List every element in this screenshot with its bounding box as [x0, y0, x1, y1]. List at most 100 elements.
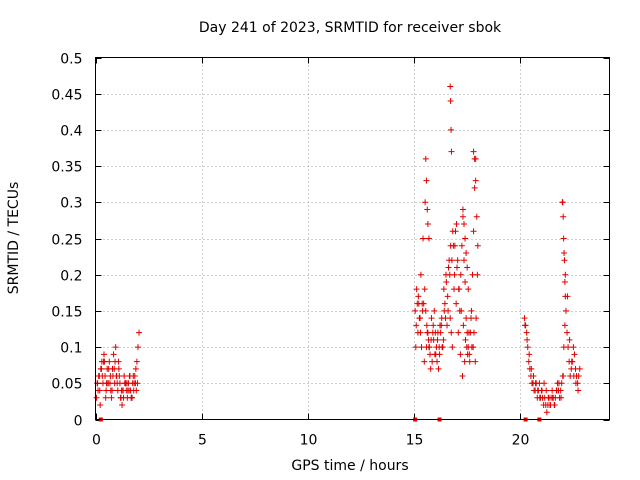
data-point — [576, 365, 583, 372]
data-point — [98, 365, 105, 372]
data-point — [414, 329, 421, 336]
data-point — [465, 329, 472, 336]
data-point — [564, 329, 571, 336]
data-point — [468, 307, 475, 314]
data-point — [462, 235, 469, 242]
data-point — [453, 221, 460, 228]
data-point — [521, 322, 528, 329]
data-point — [113, 373, 120, 380]
data-point — [413, 286, 420, 293]
data-point — [443, 278, 450, 285]
data-point — [471, 155, 478, 162]
y-tick-label: 0.45 — [51, 88, 82, 104]
data-point — [442, 315, 449, 322]
data-point — [133, 387, 140, 394]
data-point — [97, 402, 104, 409]
data-point — [468, 315, 475, 322]
data-point — [451, 242, 458, 249]
data-point — [95, 387, 102, 394]
data-point — [434, 358, 441, 365]
data-point — [521, 315, 528, 322]
data-point — [457, 351, 464, 358]
data-point — [110, 351, 117, 358]
data-point — [560, 235, 567, 242]
data-point — [562, 307, 569, 314]
data-point — [553, 387, 560, 394]
data-point — [437, 322, 444, 329]
data-point — [424, 221, 431, 228]
data-point — [526, 351, 533, 358]
data-point — [412, 344, 419, 351]
data-point — [451, 286, 458, 293]
data-point — [421, 358, 428, 365]
data-point — [459, 373, 466, 380]
data-point — [108, 394, 115, 401]
data-point — [466, 358, 473, 365]
x-tick-label: 10 — [300, 433, 318, 449]
data-point — [449, 228, 456, 235]
data-point — [464, 264, 471, 271]
data-point — [463, 249, 470, 256]
grid-lines — [95, 57, 610, 420]
tick-labels: 0 0.05 0.1 0.15 0.2 0.25 0.3 0.35 0.4 0.45 0.5 0 5 10… — [51, 52, 529, 449]
data-point — [448, 257, 455, 264]
data-point — [523, 329, 530, 336]
data-point — [422, 155, 429, 162]
data-point — [444, 322, 451, 329]
data-point — [132, 365, 139, 372]
data-point — [453, 264, 460, 271]
data-point — [412, 307, 419, 314]
data-point — [462, 278, 469, 285]
y-tick-label: 0.35 — [51, 160, 82, 176]
data-point — [461, 358, 468, 365]
data-point — [558, 394, 565, 401]
data-point — [541, 380, 548, 387]
data-point — [445, 264, 452, 271]
data-point — [133, 358, 140, 365]
data-point — [530, 373, 537, 380]
data-point — [423, 322, 430, 329]
data-point — [425, 235, 432, 242]
plot-frame — [95, 57, 610, 420]
data-point — [465, 286, 472, 293]
data-point — [417, 271, 424, 278]
data-point — [536, 394, 543, 401]
data-point — [417, 315, 424, 322]
data-point — [446, 271, 453, 278]
data-point — [444, 293, 451, 300]
data-point — [570, 344, 577, 351]
data-point — [431, 307, 438, 314]
y-tick-label: 0 — [74, 414, 83, 430]
data-point — [532, 380, 539, 387]
data-point — [448, 148, 455, 155]
data-point — [561, 257, 568, 264]
data-point — [440, 286, 447, 293]
data-point — [456, 286, 463, 293]
data-point — [126, 387, 133, 394]
data-point — [463, 344, 470, 351]
y-tick-label: 0.05 — [51, 377, 82, 393]
data-point — [435, 365, 442, 372]
data-point — [119, 387, 126, 394]
data-point — [543, 387, 550, 394]
data-point — [424, 206, 431, 213]
y-tick-label: 0.25 — [51, 233, 82, 249]
data-point — [471, 184, 478, 191]
data-point — [425, 336, 432, 343]
data-point — [560, 213, 567, 220]
data-point — [543, 409, 550, 416]
data-point — [128, 394, 135, 401]
data-point — [459, 206, 466, 213]
data-point — [430, 336, 437, 343]
data-point — [448, 126, 455, 133]
data-point — [570, 373, 577, 380]
data-point — [459, 213, 466, 220]
y-axis-label: SRMTID / TECUs — [6, 182, 22, 295]
data-point — [560, 373, 567, 380]
data-point — [562, 293, 569, 300]
data-point — [117, 394, 124, 401]
data-point — [134, 380, 141, 387]
data-point — [473, 315, 480, 322]
data-point — [461, 257, 468, 264]
